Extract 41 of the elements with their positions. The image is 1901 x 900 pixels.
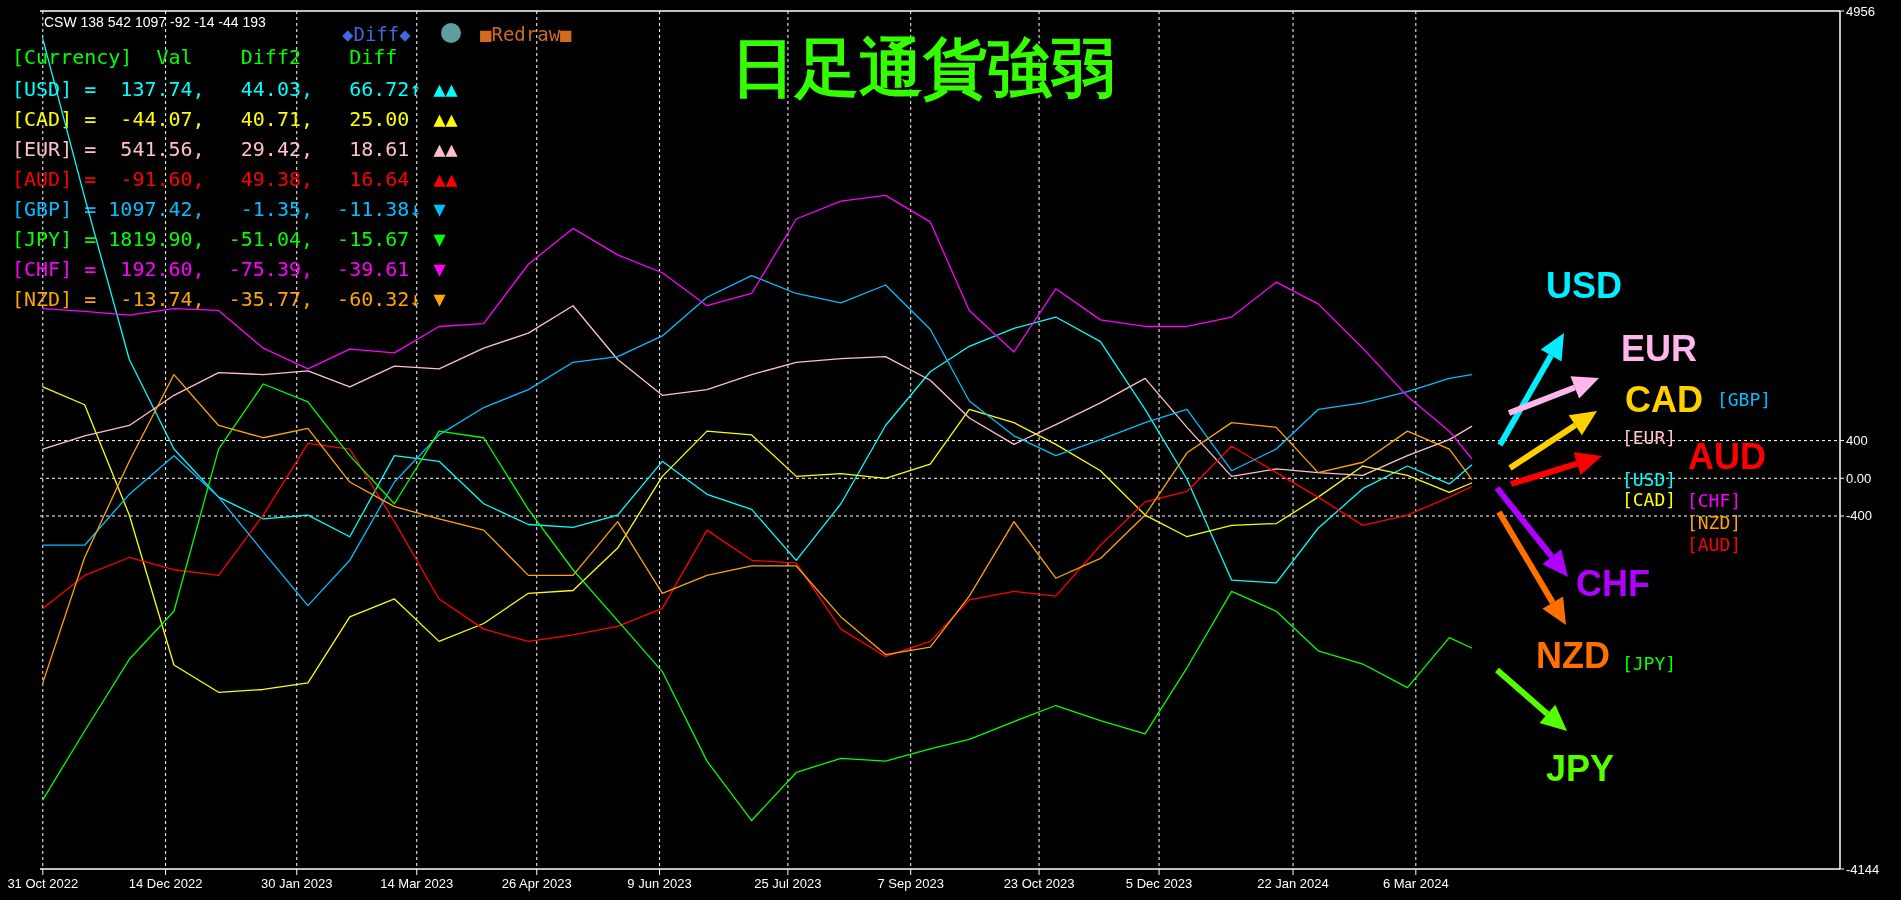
annotation: [NZD] = -13.74, -35.77, -60.32↓ ▼ (12, 287, 446, 311)
annotation: [NZD] (1686, 512, 1742, 533)
annotation: AUD (1688, 436, 1766, 477)
annotation: [AUD] = -91.60, 49.38, 16.64 ▲▲ (12, 167, 458, 191)
annotation: CSW 138 542 1097 -92 -14 -44 193 (44, 14, 267, 30)
x-tick-label: 26 Apr 2023 (501, 876, 572, 891)
x-tick-label: 30 Jan 2023 (260, 876, 333, 891)
x-tick-label: 9 Jun 2023 (627, 876, 692, 891)
annotation: ■Redraw■ (480, 23, 573, 45)
x-tick-label: 25 Jul 2023 (754, 876, 822, 891)
y-tick-label: -400 (1846, 508, 1873, 524)
annotation: [AUD] (1686, 534, 1742, 555)
annotation: [CHF] (1686, 490, 1742, 511)
annotation: USD (1545, 265, 1623, 306)
x-tick-label: 23 Oct 2023 (1003, 876, 1075, 891)
annotation: [GBP] (1716, 389, 1772, 410)
annotation: [CAD] (1621, 489, 1677, 510)
annotation: [USD] (1621, 469, 1677, 490)
annotation: [EUR] (1621, 427, 1677, 448)
chart-title: 日足通貨強弱 (731, 32, 1115, 104)
x-tick-label: 14 Dec 2022 (128, 876, 203, 891)
y-tick-label: 400 (1846, 433, 1868, 449)
annotation: EUR (1620, 328, 1698, 369)
x-tick-label: 7 Sep 2023 (877, 876, 944, 891)
annotation: [JPY] (1621, 653, 1677, 674)
annotation: CHF (1576, 563, 1650, 604)
annotation: CAD (1625, 379, 1703, 420)
y-tick-label: 4956 (1846, 3, 1875, 19)
annotation: [JPY] = 1819.90, -51.04, -15.67 ▼ (12, 227, 446, 251)
x-tick-label: 31 Oct 2022 (7, 876, 79, 891)
x-tick-label: 14 Mar 2023 (380, 876, 454, 891)
x-tick-label: 22 Jan 2024 (1257, 876, 1329, 891)
y-tick-label: 0.00 (1846, 470, 1872, 486)
annotation: JPY (1545, 748, 1615, 789)
x-tick-label: 5 Dec 2023 (1125, 876, 1193, 891)
x-tick-label: 6 Mar 2024 (1382, 876, 1449, 891)
y-tick-label: -4144 (1846, 861, 1880, 877)
annotation: ◆Diff◆ (342, 23, 412, 45)
annotation: [CHF] = 192.60, -75.39, -39.61 ▼ (12, 257, 446, 281)
annotation: [EUR] = 541.56, 29.42, 18.61 ▲▲ (12, 137, 458, 161)
annotation: NZD (1536, 635, 1610, 676)
